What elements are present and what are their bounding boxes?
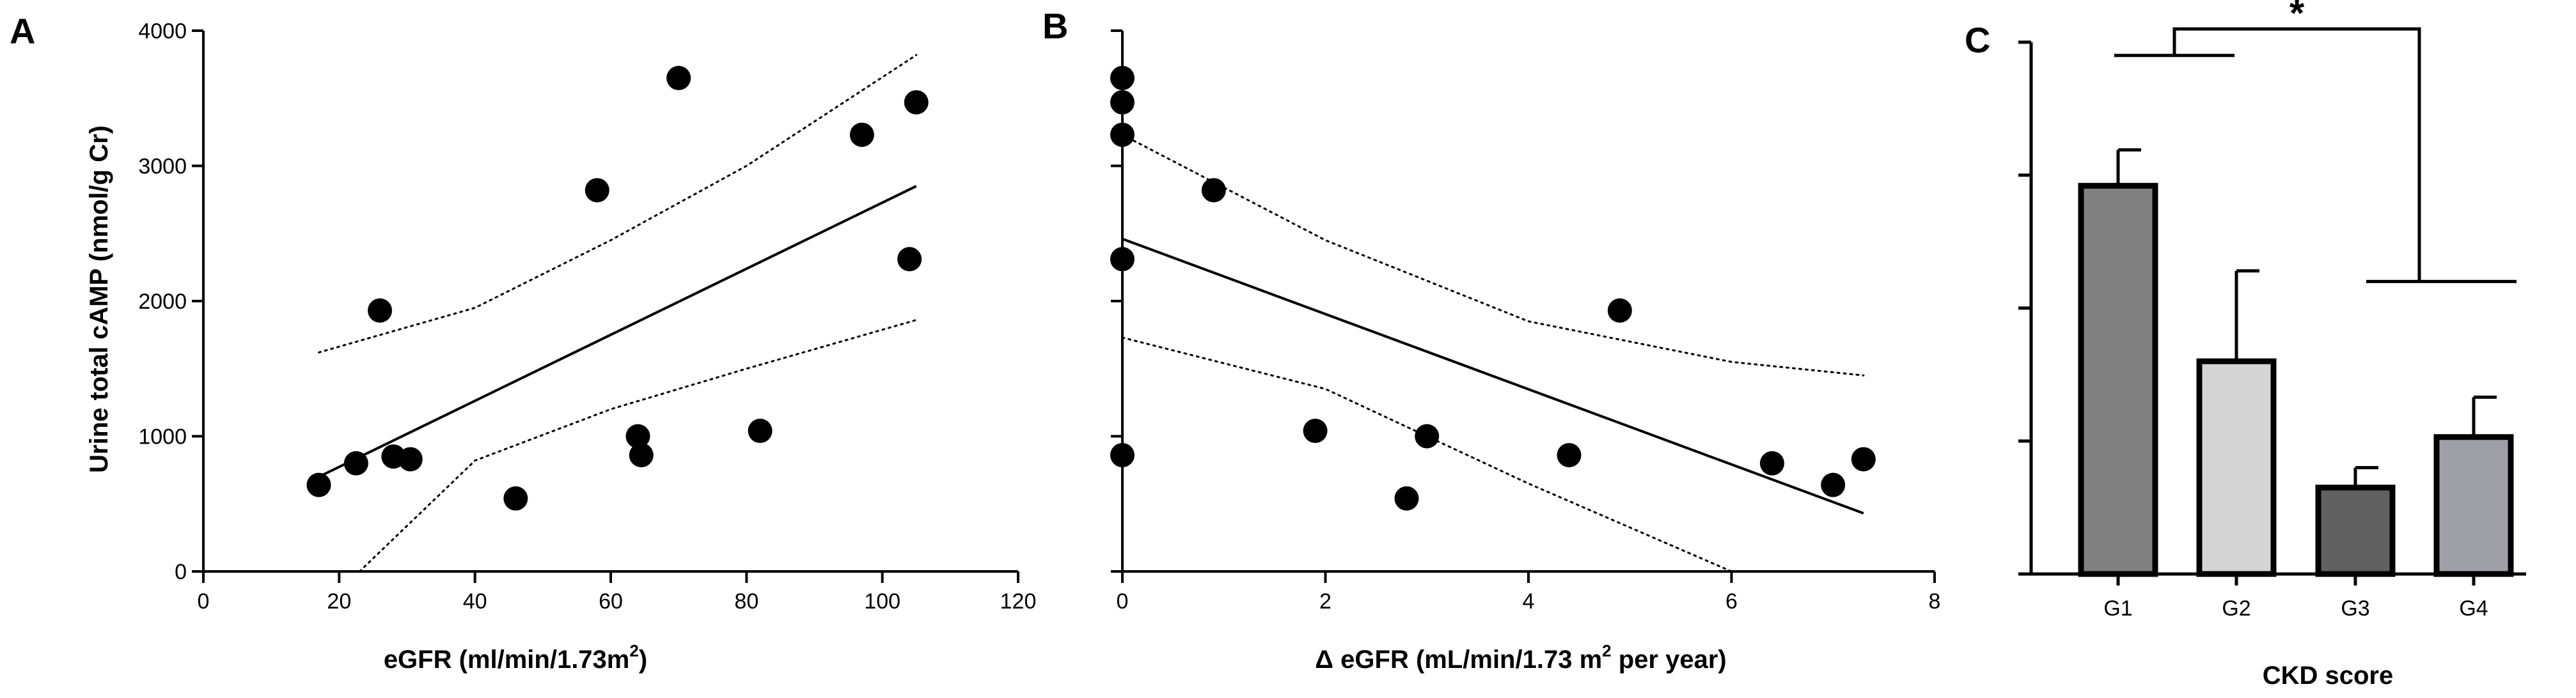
a-point-4 xyxy=(398,447,423,472)
b-point-9 xyxy=(1557,443,1582,468)
b-point-12 xyxy=(1821,472,1846,497)
a-point-2 xyxy=(368,298,393,323)
b-xtick-label-0: 0 xyxy=(1117,589,1129,614)
c-category-label-2: G3 xyxy=(2341,596,2369,621)
c-category-label-0: G1 xyxy=(2103,596,2132,621)
b-point-13 xyxy=(1851,447,1876,472)
a-xtick-label-3: 60 xyxy=(599,589,623,614)
c-bar-g4 xyxy=(2433,434,2514,577)
a-ytick-label-3: 3000 xyxy=(138,155,187,179)
panel-b-xlabel: Δ eGFR (mL/min/1.73 m2 per year) xyxy=(1315,641,1726,674)
a-point-13 xyxy=(904,90,929,115)
panel-a-ylabel: Urine total cAMP (nmol/g Cr) xyxy=(85,125,113,473)
b-point-1 xyxy=(1110,90,1135,115)
a-point-5 xyxy=(503,486,528,511)
c-category-label-1: G2 xyxy=(2222,596,2250,621)
b-xtick-label-4: 8 xyxy=(1929,589,1941,614)
a-point-8 xyxy=(629,443,654,468)
a-xtick-label-5: 100 xyxy=(864,589,900,614)
panel-c: C CKD score G1 G2 G3 G4 * xyxy=(1965,0,2526,690)
a-point-6 xyxy=(585,178,609,203)
a-point-0 xyxy=(306,472,331,497)
b-point-10 xyxy=(1607,298,1632,323)
panel-b-letter: B xyxy=(1042,6,1068,46)
b-point-0 xyxy=(1110,66,1135,91)
panel-a-plot: 0 1000 2000 3000 4000 0 20 40 60 80 100 120 xyxy=(138,19,1036,614)
a-point-11 xyxy=(849,122,874,147)
a-point-12 xyxy=(897,247,922,272)
c-bar-g3 xyxy=(2315,485,2396,577)
a-ytick-label-2: 2000 xyxy=(138,290,187,314)
a-fit-line xyxy=(318,185,917,478)
panel-a: A Urine total cAMP (nmol/g Cr) eGFR (ml/… xyxy=(10,11,1036,674)
c-category-label-3: G4 xyxy=(2459,596,2488,621)
a-xtick-label-4: 80 xyxy=(734,589,758,614)
b-ci-lower xyxy=(1121,336,1732,573)
c-bar-g1 xyxy=(2078,183,2158,577)
a-xtick-label-2: 40 xyxy=(463,589,487,614)
a-point-7 xyxy=(625,424,650,449)
b-fit-line xyxy=(1122,237,1864,515)
a-ytick-label-4: 4000 xyxy=(138,19,187,43)
b-xtick-label-2: 4 xyxy=(1523,589,1535,614)
b-point-3 xyxy=(1110,247,1135,272)
c-bracket-top xyxy=(2172,27,2421,282)
a-ytick-label-1: 1000 xyxy=(138,425,187,449)
b-point-2 xyxy=(1110,122,1135,147)
panel-a-letter: A xyxy=(10,11,35,51)
b-xtick-label-1: 2 xyxy=(1319,589,1331,614)
a-point-1 xyxy=(343,451,368,476)
b-xtick-label-3: 6 xyxy=(1725,589,1738,614)
b-point-11 xyxy=(1760,451,1784,476)
a-xtick-label-0: 0 xyxy=(198,589,210,614)
panel-b: B Δ eGFR (mL/min/1.73 m2 per year) 0 2 4 6 8 xyxy=(1042,6,1940,674)
b-point-7 xyxy=(1394,486,1419,511)
panel-a-xlabel: eGFR (ml/min/1.73m2) xyxy=(384,641,647,674)
a-ci-lower xyxy=(358,319,918,573)
a-point-10 xyxy=(748,419,773,444)
b-point-4 xyxy=(1110,443,1135,468)
a-ci-upper xyxy=(318,54,918,353)
c-bar-g2 xyxy=(2196,358,2277,577)
b-point-6 xyxy=(1303,419,1328,444)
a-ytick-label-0: 0 xyxy=(175,560,187,584)
c-significance-star: * xyxy=(2289,0,2305,35)
b-point-8 xyxy=(1415,424,1440,449)
panel-c-letter: C xyxy=(1965,20,1990,60)
panel-c-plot: G1 G2 G3 G4 * xyxy=(2018,0,2526,621)
a-xtick-label-6: 120 xyxy=(1000,589,1037,614)
a-xtick-label-1: 20 xyxy=(327,589,351,614)
a-point-9 xyxy=(666,66,691,91)
panel-c-xlabel: CKD score xyxy=(2263,662,2394,690)
b-point-5 xyxy=(1201,178,1226,203)
panel-b-plot: 0 2 4 6 8 xyxy=(1110,29,1941,614)
b-ci-upper xyxy=(1121,134,1865,376)
